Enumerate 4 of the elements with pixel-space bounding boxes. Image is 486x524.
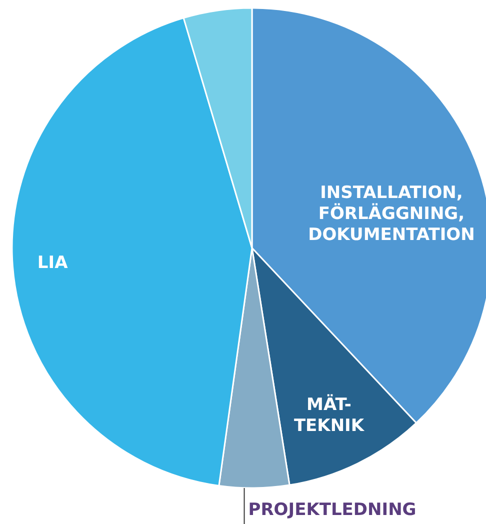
slice-label: INSTALLATION, FÖRLÄGGNING, DOKUMENTATION	[308, 182, 475, 245]
slice-label: LIA	[37, 253, 69, 274]
slice-label: MÄT- TEKNIK	[294, 394, 365, 436]
slice-label: PROJEKTLEDNING	[248, 500, 416, 520]
